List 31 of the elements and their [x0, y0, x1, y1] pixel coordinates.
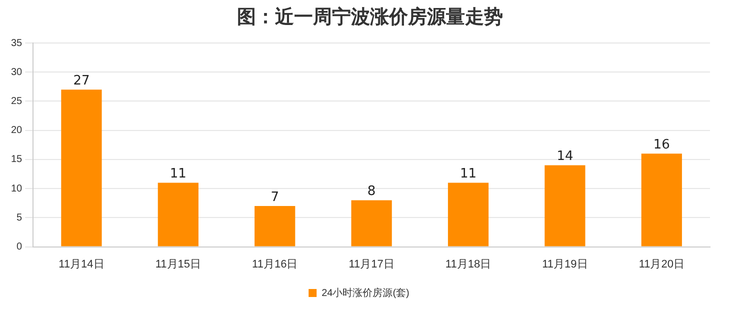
data-label: 8	[367, 184, 376, 200]
bar	[351, 200, 392, 246]
y-tick-label: 35	[11, 38, 23, 49]
x-tick-label: 11月14日	[58, 258, 104, 270]
x-tick-label: 11月19日	[542, 258, 588, 270]
data-label: 7	[270, 190, 280, 205]
bar	[61, 90, 102, 246]
legend-label: 24小时涨价房源(套)	[322, 286, 410, 299]
y-tick-label: 0	[16, 242, 23, 253]
bar	[158, 182, 198, 246]
y-tick-label: 15	[11, 154, 23, 166]
x-tick-label: 11月16日	[252, 258, 298, 270]
chart-title: 图：近一周宁波涨价房源量走势	[236, 5, 504, 30]
bar	[254, 206, 296, 246]
x-tick-label: 11月18日	[445, 258, 492, 270]
y-tick-label: 20	[11, 125, 23, 136]
x-tick-label: 11月15日	[155, 258, 201, 270]
data-label: 14	[556, 149, 574, 164]
data-label: 11	[460, 166, 477, 182]
y-tick-label: 5	[16, 212, 23, 224]
y-tick-label: 30	[11, 66, 23, 78]
data-label: 27	[73, 73, 90, 88]
data-label: 16	[653, 138, 670, 153]
x-tick-label: 11月20日	[638, 258, 684, 270]
y-tick-label: 10	[11, 183, 23, 194]
bar	[544, 165, 586, 246]
data-label: 11	[170, 166, 186, 182]
x-tick-label: 11月17日	[348, 258, 394, 270]
bar	[641, 154, 682, 246]
y-tick-label: 25	[11, 96, 23, 107]
bar	[448, 182, 489, 246]
